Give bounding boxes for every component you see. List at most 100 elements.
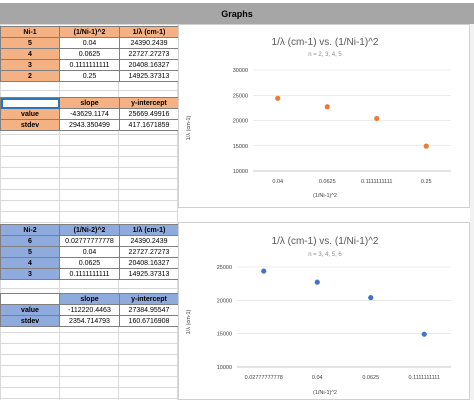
y-tick-label: 30000 [233, 68, 248, 74]
graphs-title: Graphs [221, 8, 253, 19]
header-cell[interactable]: 1/λ (cm-1) [119, 26, 179, 38]
table-row: stdev 2354.714793 160.6716908 [0, 315, 179, 327]
header-cell[interactable]: slope [59, 97, 120, 109]
table-row: 6 0.02777777778 24390.2439 [0, 235, 179, 247]
y-tick-label: 10000 [217, 365, 232, 371]
cell[interactable]: value [0, 108, 60, 120]
cell[interactable]: 160.6716908 [119, 315, 179, 327]
chart-2[interactable]: 1/λ (cm-1) vs. (1/Ni-1)^2 n = 3, 4, 5, 6… [178, 222, 470, 400]
header-cell[interactable]: y-intercept [119, 293, 179, 305]
cell[interactable]: 0.0625 [59, 257, 120, 269]
cell[interactable]: 22727.27273 [119, 48, 179, 60]
y-tick-label: 10000 [233, 169, 248, 175]
chart-2-svg: 1/λ (cm-1) vs. (1/Ni-1)^2 n = 3, 4, 5, 6… [186, 236, 451, 396]
header-cell[interactable]: Ni-2 [0, 224, 60, 236]
table-row: stdev 2943.350499 417.1671859 [0, 119, 179, 131]
table-header-row: Ni-1 (1/Ni-1)^2 1/λ (cm-1) [0, 26, 179, 38]
cell[interactable]: 0.04 [59, 246, 120, 258]
chart-subtitle: n = 3, 4, 5, 6 [308, 252, 342, 258]
data-point [275, 95, 281, 101]
x-axis-label: (1/Ni-1)^2 [313, 193, 337, 199]
header-cell[interactable]: (1/Ni-1)^2 [59, 26, 120, 38]
cell[interactable]: 22727.27273 [119, 246, 179, 258]
header-cell[interactable]: Ni-1 [0, 26, 60, 38]
y-tick-label: 20000 [217, 298, 232, 304]
spreadsheet-grid[interactable] [0, 24, 178, 400]
x-tick-label: 0.25 [421, 179, 432, 185]
cell[interactable]: 24390.2439 [119, 37, 179, 49]
y-axis-label: 1/λ (cm-1) [186, 309, 192, 334]
cell[interactable]: 6 [0, 235, 60, 247]
cell[interactable]: 14925.37313 [119, 268, 179, 280]
regression-table-2: slope y-intercept value -112220.4463 273… [0, 293, 179, 327]
cell[interactable]: 0.0625 [59, 48, 120, 60]
x-tick-label: 0.0625 [319, 179, 336, 185]
table-header-row: slope y-intercept [0, 293, 179, 305]
y-axis-label: 1/λ (cm-1) [186, 115, 192, 140]
selected-cell[interactable] [0, 97, 60, 109]
table-row: 5 0.04 22727.27273 [0, 246, 179, 258]
cell[interactable]: 2354.714793 [59, 315, 120, 327]
cell[interactable]: 2 [0, 70, 60, 82]
cell[interactable]: 4 [0, 257, 60, 269]
cell[interactable]: 5 [0, 246, 60, 258]
cell[interactable]: -43629.1174 [59, 108, 120, 120]
data-point [261, 268, 267, 274]
header-cell[interactable]: slope [59, 293, 120, 305]
cell[interactable]: 0.04 [59, 37, 120, 49]
table-row: 3 0.1111111111 14925.37313 [0, 268, 179, 280]
chart-title: 1/λ (cm-1) vs. (1/Ni-1)^2 [272, 236, 379, 247]
table-row: 5 0.04 24390.2439 [0, 37, 179, 49]
cell[interactable]: 14925.37313 [119, 70, 179, 82]
x-tick-label: 0.02777777778 [245, 375, 283, 381]
data-point [374, 115, 380, 122]
data-point [423, 143, 429, 149]
data-point [314, 279, 320, 285]
table-header-row: slope y-intercept [0, 97, 179, 109]
cell[interactable]: 20408.16327 [119, 257, 179, 269]
table-row: 4 0.0625 22727.27273 [0, 48, 179, 60]
data-table-2: Ni-2 (1/Ni-2)^2 1/λ (cm-1) 6 0.027777777… [0, 224, 179, 280]
x-tick-label: 0.0625 [362, 375, 379, 381]
data-point [368, 295, 374, 301]
plot-area: 30000 25000 20000 15000 10000 0.04 0.0625 0.111… [233, 68, 451, 185]
y-tick-label: 15000 [217, 332, 232, 338]
cell[interactable]: value [0, 304, 60, 316]
cell[interactable] [0, 293, 60, 305]
table-row: 4 0.0625 20408.16327 [0, 257, 179, 269]
header-cell[interactable]: (1/Ni-2)^2 [59, 224, 120, 236]
cell[interactable]: 2943.350499 [59, 119, 120, 131]
cell[interactable]: 0.1111111111 [59, 268, 120, 280]
header-cell[interactable]: y-intercept [119, 97, 179, 109]
y-tick-label: 15000 [233, 144, 248, 150]
cell[interactable]: 417.1671859 [119, 119, 179, 131]
x-tick-label: 0.1111111111 [408, 375, 440, 381]
cell[interactable]: 5 [0, 37, 60, 49]
regression-table-1: slope y-intercept value -43629.1174 2566… [0, 97, 179, 131]
cell[interactable]: 25669.49916 [119, 108, 179, 120]
x-tick-label: 0.1111111111 [361, 179, 393, 185]
table-row: 2 0.25 14925.37313 [0, 70, 179, 82]
plot-area: 25000 20000 15000 10000 0.02777777778 0.04 0.0… [217, 265, 451, 381]
cell[interactable]: 3 [0, 59, 60, 71]
graphs-header: Graphs [0, 3, 474, 24]
cell[interactable]: 3 [0, 268, 60, 280]
cell[interactable]: 0.25 [59, 70, 120, 82]
data-table-1: Ni-1 (1/Ni-1)^2 1/λ (cm-1) 5 0.04 24390.… [0, 26, 179, 82]
cell[interactable]: 20408.16327 [119, 59, 179, 71]
cell[interactable]: -112220.4463 [59, 304, 120, 316]
cell[interactable]: 0.02777777778 [59, 235, 120, 247]
table-header-row: Ni-2 (1/Ni-2)^2 1/λ (cm-1) [0, 224, 179, 236]
cell[interactable]: 0.1111111111 [59, 59, 120, 71]
cell[interactable]: 4 [0, 48, 60, 60]
x-tick-label: 0.04 [272, 179, 283, 185]
data-point [421, 331, 427, 337]
cell[interactable]: stdev [0, 315, 60, 327]
header-cell[interactable]: 1/λ (cm-1) [119, 224, 179, 236]
chart-1[interactable]: 1/λ (cm-1) vs. (1/Ni-1)^2 n = 2, 3, 4, 5… [178, 24, 470, 208]
cell[interactable]: 24390.2439 [119, 235, 179, 247]
x-tick-label: 0.04 [312, 375, 323, 381]
cell[interactable]: stdev [0, 119, 60, 131]
cell[interactable]: 27384.95547 [119, 304, 179, 316]
y-tick-label: 25000 [217, 265, 232, 271]
